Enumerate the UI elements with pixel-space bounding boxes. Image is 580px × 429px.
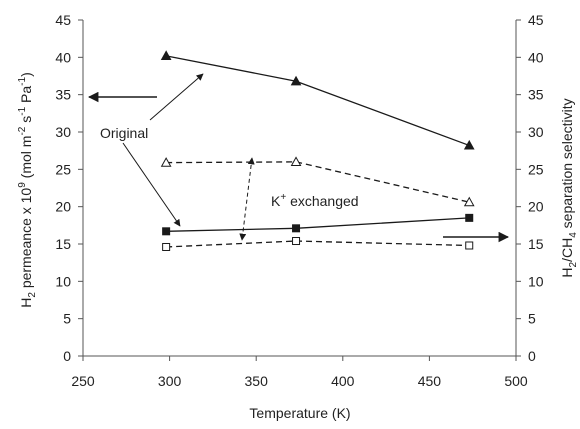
data-point-orig_perm — [160, 50, 172, 60]
y-left-tick-label: 0 — [63, 348, 71, 364]
x-tick-label: 250 — [71, 373, 95, 389]
y-left-tick-label: 30 — [55, 124, 71, 140]
y-right-tick-label: 25 — [528, 161, 544, 177]
data-point-orig_perm — [290, 75, 302, 86]
series-line-orig_sel — [166, 161, 470, 203]
data-point-k_perm — [162, 227, 171, 236]
y-right-tick-label: 35 — [528, 87, 544, 103]
y-right-tick-label: 5 — [528, 311, 536, 327]
arrow-k-exchanged-dashed — [239, 157, 255, 241]
y-right-tick-label: 45 — [528, 12, 544, 28]
y-left-tick-label: 35 — [55, 87, 71, 103]
x-tick-label: 350 — [245, 373, 269, 389]
data-point-orig_sel — [463, 196, 475, 207]
annotation-original: Original — [100, 125, 148, 141]
data-point-orig_sel — [290, 156, 302, 166]
data-point-k_sel — [162, 242, 171, 251]
x-ticks: 250 300 350 400 450 500 — [71, 356, 528, 389]
series-line-orig_perm — [166, 55, 470, 147]
y-right-tick-label: 30 — [528, 124, 544, 140]
y-left-tick-label: 40 — [55, 49, 71, 65]
y-right-tick-label: 15 — [528, 236, 544, 252]
arrow-original-to-upper — [149, 73, 204, 121]
x-axis-title: Temperature (K) — [249, 405, 350, 421]
data-point-orig_perm — [463, 139, 475, 150]
y-left-tick-label: 20 — [55, 199, 71, 215]
y-left-tick-label: 10 — [55, 273, 71, 289]
y-left-tick-label: 25 — [55, 161, 71, 177]
x-tick-label: 450 — [418, 373, 442, 389]
data-point-k_sel — [292, 237, 301, 246]
series-line-k_perm — [166, 217, 470, 232]
data-point-orig_sel — [160, 157, 172, 167]
annotation-k-exchanged: K+ exchanged — [271, 192, 359, 209]
series-line-k_sel — [166, 240, 470, 248]
data-point-k_perm — [292, 224, 301, 233]
arrow-original-to-lower — [122, 142, 181, 227]
y-left-tick-label: 5 — [63, 311, 71, 327]
y-right-tick-label: 10 — [528, 273, 544, 289]
x-tick-label: 300 — [158, 373, 182, 389]
y-left-tick-label: 15 — [55, 236, 71, 252]
series-layer — [160, 50, 475, 251]
data-point-k_sel — [465, 241, 474, 250]
x-tick-label: 400 — [331, 373, 355, 389]
x-tick-label: 500 — [504, 373, 528, 389]
y-right-tick-label: 20 — [528, 199, 544, 215]
y-right-tick-label: 0 — [528, 348, 536, 364]
y-right-ticks: 0 5 10 15 20 25 30 35 40 45 — [516, 12, 544, 364]
data-point-k_perm — [465, 213, 474, 222]
y-left-ticks: 0 5 10 15 20 25 30 35 40 45 — [55, 12, 83, 364]
y-right-tick-label: 40 — [528, 49, 544, 65]
y-left-axis-title: H2 permeance x 109 (mol m-2 s-1 Pa-1) — [17, 72, 38, 308]
y-right-axis-title: H2/CH4 separation selectivity — [559, 98, 579, 277]
y-left-tick-label: 45 — [55, 12, 71, 28]
